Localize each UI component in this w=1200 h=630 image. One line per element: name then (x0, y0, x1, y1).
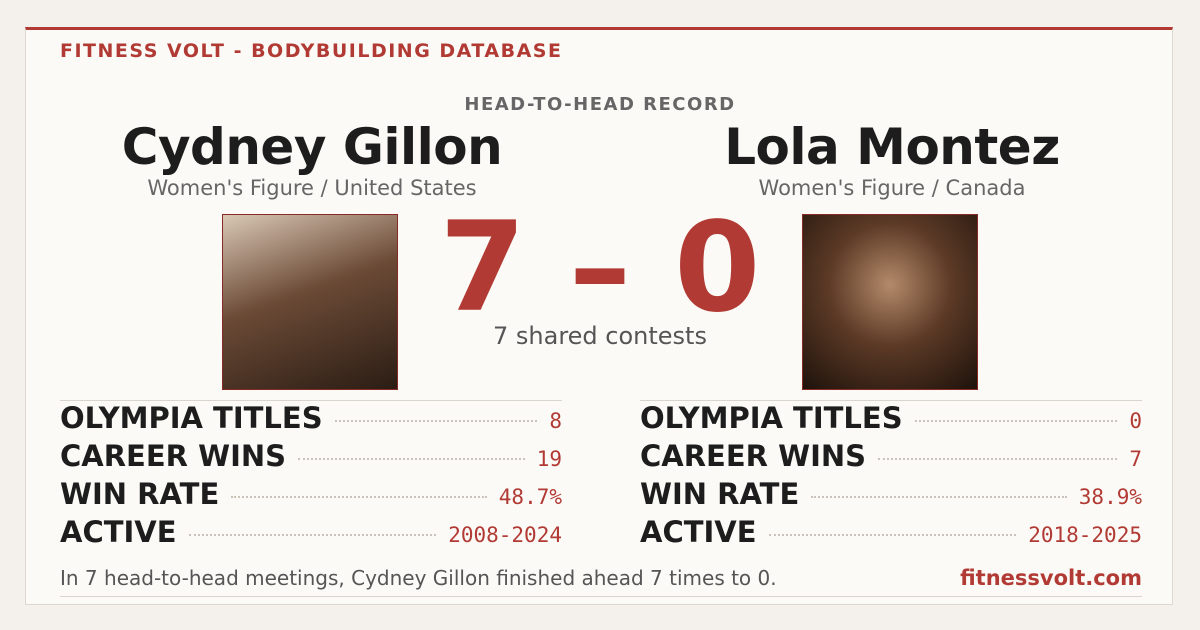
stat-label: CAREER WINS (60, 439, 287, 473)
stats: OLYMPIA TITLES 0 CAREER WINS 7 WIN RATE 38.9%… (640, 400, 1142, 553)
leader (188, 534, 437, 536)
stats: OLYMPIA TITLES 8 CAREER WINS 19 WIN RATE 48.7… (60, 400, 562, 553)
site-link[interactable]: fitnessvolt.com (960, 566, 1142, 590)
stat-value: 7 (1129, 447, 1142, 471)
stat-label: WIN RATE (60, 477, 220, 511)
stat-row: CAREER WINS 7 (640, 439, 1142, 477)
leader (914, 420, 1118, 422)
stat-value: 0 (1129, 409, 1142, 433)
athlete-name: Lola Montez (724, 118, 1060, 176)
summary: In 7 head-to-head meetings, Cydney Gillo… (60, 566, 777, 590)
stat-label: CAREER WINS (640, 439, 867, 473)
score-right: 0 (674, 196, 761, 340)
brand: FITNESS VOLT - BODYBUILDING DATABASE (60, 40, 563, 62)
stat-label: OLYMPIA TITLES (640, 401, 903, 435)
divider (60, 596, 1142, 597)
stat-row: OLYMPIA TITLES 8 (60, 401, 562, 439)
stat-row: OLYMPIA TITLES 0 (640, 401, 1142, 439)
stat-label: ACTIVE (640, 515, 757, 549)
score-left: 7 (439, 196, 526, 340)
stat-value: 8 (549, 409, 562, 433)
leader (334, 420, 538, 422)
card (25, 27, 1173, 605)
stat-row: WIN RATE 38.9% (640, 477, 1142, 515)
stat-label: ACTIVE (60, 515, 177, 549)
stat-value: 38.9% (1078, 485, 1142, 509)
stat-row: CAREER WINS 19 (60, 439, 562, 477)
stat-label: OLYMPIA TITLES (60, 401, 323, 435)
athlete-division: Women's Figure / United States (147, 176, 477, 200)
section-title: HEAD-TO-HEAD RECORD (464, 94, 736, 115)
stat-value: 2018-2025 (1028, 523, 1142, 547)
athlete-name: Cydney Gillon (121, 118, 503, 176)
athlete-division: Women's Figure / Canada (758, 176, 1026, 200)
stat-row: ACTIVE 2018-2025 (640, 515, 1142, 553)
leader (231, 496, 487, 498)
score: 7 – 0 (0, 196, 1200, 340)
athlete-photo (802, 214, 978, 390)
leader (811, 496, 1067, 498)
leader (768, 534, 1017, 536)
score-separator: – (569, 196, 631, 340)
stat-value: 19 (536, 447, 562, 471)
stat-label: WIN RATE (640, 477, 800, 511)
score-caption: 7 shared contests (493, 322, 707, 350)
leader (298, 458, 525, 460)
athlete-photo (222, 214, 398, 390)
stat-row: ACTIVE 2008-2024 (60, 515, 562, 553)
stat-row: WIN RATE 48.7% (60, 477, 562, 515)
stat-value: 2008-2024 (448, 523, 562, 547)
stat-value: 48.7% (498, 485, 562, 509)
leader (878, 458, 1118, 460)
